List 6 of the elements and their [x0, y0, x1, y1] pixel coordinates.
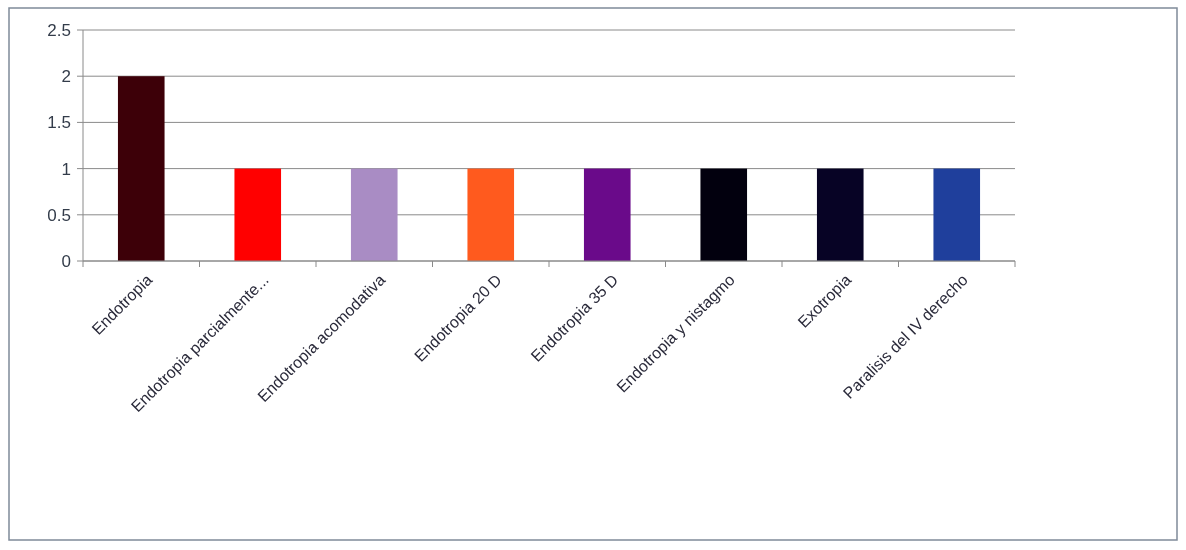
- y-tick-label: 1: [61, 159, 71, 179]
- y-tick-label: 2: [61, 67, 71, 87]
- y-tick-label: 0: [61, 251, 71, 271]
- y-tick-label: 2.5: [47, 20, 71, 40]
- y-tick-label: 0.5: [47, 205, 71, 225]
- y-tick-label: 1.5: [47, 113, 71, 133]
